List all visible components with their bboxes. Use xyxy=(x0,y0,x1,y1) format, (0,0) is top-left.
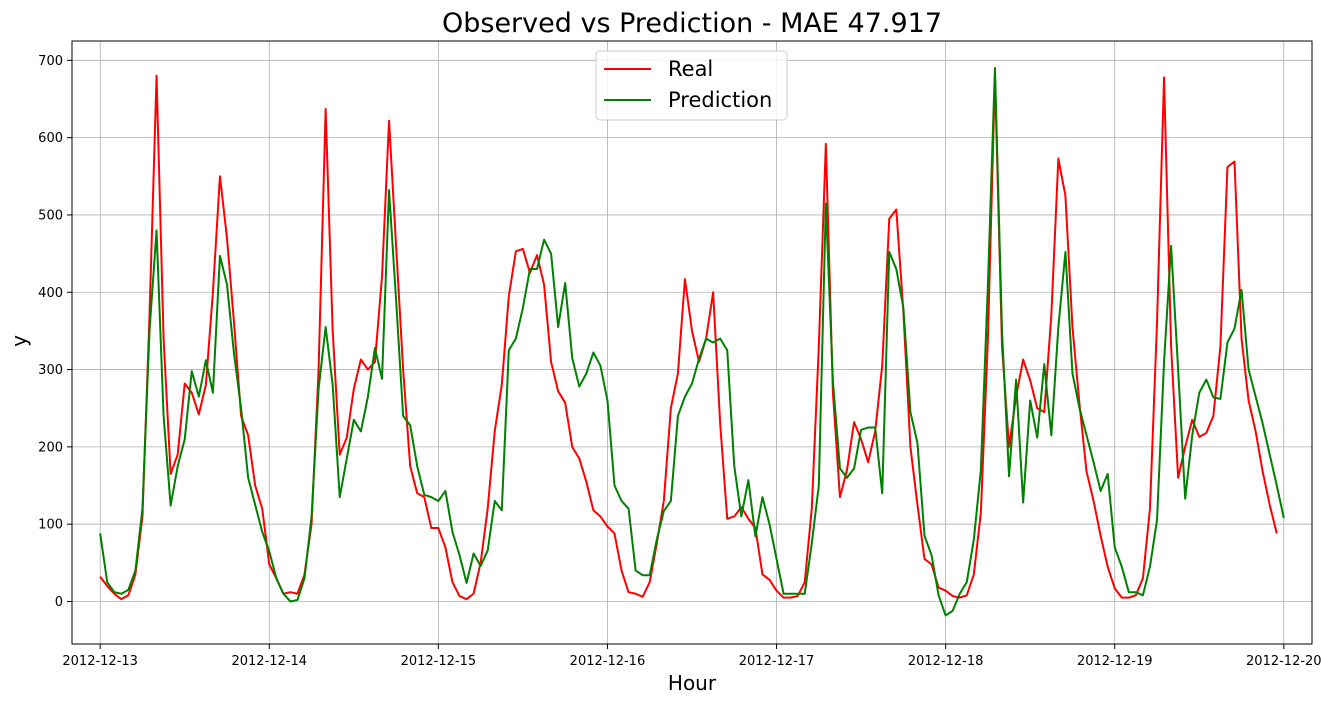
legend-label: Prediction xyxy=(668,88,772,112)
y-tick-label: 300 xyxy=(38,363,63,378)
y-axis-ticks: 0 100 200 300 400 500 600 700 xyxy=(38,54,72,610)
x-axis-ticks: 2012-12-13 2012-12-14 2012-12-15 2012-12-16… xyxy=(62,644,1321,669)
x-tick-label: 2012-12-14 xyxy=(231,654,307,669)
x-tick-label: 2012-12-17 xyxy=(739,654,815,669)
series-line-prediction xyxy=(99,67,1285,617)
series-lines xyxy=(99,67,1285,617)
y-axis-label: y xyxy=(7,335,31,347)
series-line-real xyxy=(99,74,1278,601)
x-tick-label: 2012-12-13 xyxy=(62,654,138,669)
y-tick-label: 0 xyxy=(55,595,63,610)
x-tick-label: 2012-12-18 xyxy=(908,654,984,669)
chart-title: Observed vs Prediction - MAE 47.917 xyxy=(442,8,942,39)
legend-label: Real xyxy=(668,57,713,81)
x-tick-label: 2012-12-19 xyxy=(1077,654,1153,669)
x-tick-label: 2012-12-15 xyxy=(401,654,477,669)
y-tick-label: 500 xyxy=(38,208,63,223)
y-tick-label: 100 xyxy=(38,518,63,533)
y-tick-label: 600 xyxy=(38,131,63,146)
x-tick-label: 2012-12-20 xyxy=(1246,654,1321,669)
y-tick-label: 700 xyxy=(38,54,63,69)
legend: Real Prediction xyxy=(595,50,788,121)
x-axis-label: Hour xyxy=(668,671,717,695)
x-tick-label: 2012-12-16 xyxy=(570,654,646,669)
y-tick-label: 400 xyxy=(38,286,63,301)
grid-lines xyxy=(72,41,1312,644)
plot-frame xyxy=(71,40,1313,645)
y-tick-label: 200 xyxy=(38,440,63,455)
